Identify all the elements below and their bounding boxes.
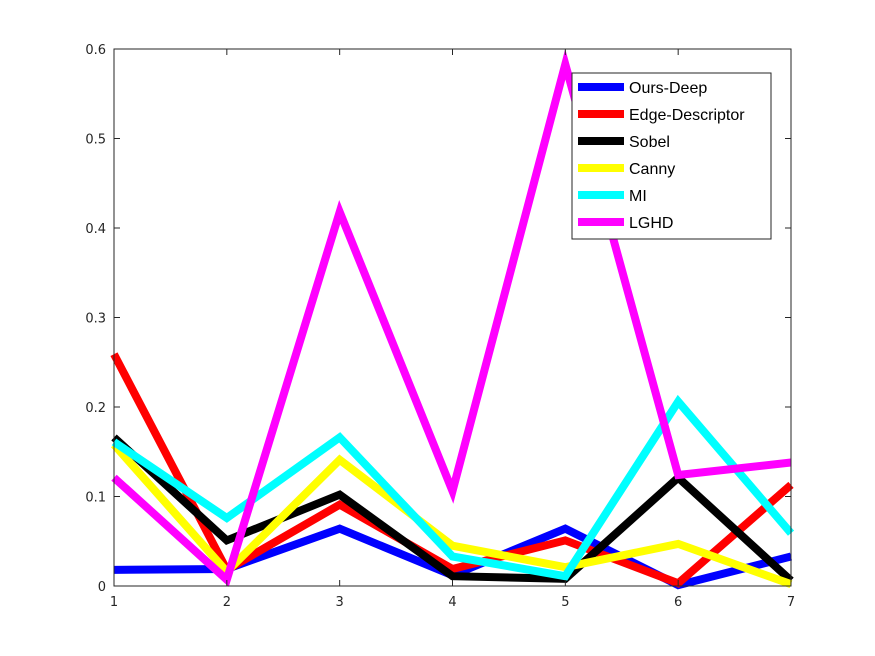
y-tick-label: 0	[98, 580, 106, 595]
legend: Ours-Deep Edge-Descriptor Sobel Canny MI LGHD	[571, 72, 772, 240]
legend-label-edge-descriptor: Edge-Descriptor	[629, 107, 745, 124]
legend-label-sobel: Sobel	[629, 134, 670, 151]
y-tick-label: 0.1	[85, 491, 106, 506]
y-tick-label: 0.3	[85, 312, 106, 327]
y-tick-label: 0.6	[85, 43, 106, 58]
x-tick-label: 2	[223, 595, 231, 610]
y-tick-label: 0.5	[85, 133, 106, 148]
x-tick-label: 6	[674, 595, 682, 610]
series-layer	[110, 48, 795, 590]
x-tick-label: 1	[110, 595, 118, 610]
x-tick-label: 3	[336, 595, 344, 610]
x-tick-label: 5	[561, 595, 569, 610]
x-tick-label: 4	[448, 595, 456, 610]
legend-label-canny: Canny	[629, 161, 675, 178]
legend-label-lghd: LGHD	[629, 215, 673, 232]
y-tick-label: 0.4	[85, 222, 106, 237]
legend-label-mi: MI	[629, 188, 647, 205]
y-tick-label: 0.2	[85, 401, 106, 416]
legend-label-ours-deep: Ours-Deep	[629, 80, 707, 97]
series-line-mi	[111, 394, 795, 581]
legend-box	[571, 72, 772, 240]
axes-layer: 1 2 3 4 5 6 7 0 0.1 0.2 0.3 0.4 0.5 0.6	[85, 43, 795, 610]
series-line-lghd	[111, 48, 792, 587]
x-tick-label: 7	[787, 595, 795, 610]
